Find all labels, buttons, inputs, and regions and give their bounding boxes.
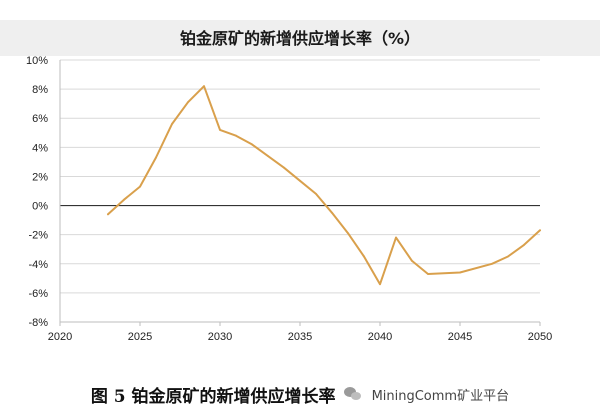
- wechat-icon: [343, 387, 362, 401]
- series-line: [107, 85, 541, 286]
- caption-text: 图 5 铂金原矿的新增供应增长率: [90, 386, 336, 407]
- data-point: [379, 283, 381, 286]
- x-tick-label: 2020: [48, 331, 72, 343]
- y-tick-label: 6%: [32, 113, 48, 125]
- y-tick-label: -4%: [28, 259, 48, 271]
- series-layer: [107, 85, 541, 286]
- data-point: [299, 179, 301, 182]
- data-point: [107, 213, 109, 216]
- data-point: [219, 128, 221, 131]
- data-point: [523, 243, 525, 246]
- axes: 10% 8% 6% 4% 2% 0% -2% -4% -6% -8%2020 2025 2030 203…: [26, 55, 552, 343]
- y-tick-label: 8%: [32, 84, 48, 96]
- data-point: [363, 255, 365, 258]
- data-point: [459, 271, 461, 274]
- data-point: [123, 198, 125, 201]
- grid-lines: [60, 59, 540, 323]
- y-tick-label: 0%: [32, 201, 48, 213]
- chart: 铂金原矿的新增供应增长率（%） 10% 8% 6% 4% 2% 0% -2% -4% -6% -8…: [0, 20, 600, 343]
- data-point: [283, 166, 285, 169]
- data-point: [395, 236, 397, 239]
- x-tick-label: 2050: [528, 331, 552, 343]
- x-tick-label: 2025: [128, 331, 152, 343]
- y-tick-label: -2%: [28, 230, 48, 242]
- x-tick-label: 2030: [208, 331, 232, 343]
- data-point: [267, 155, 269, 157]
- x-tick-label: 2045: [448, 331, 472, 343]
- data-point: [411, 259, 413, 262]
- y-tick-label: 4%: [32, 142, 48, 154]
- chart-title: 铂金原矿的新增供应增长率（%）: [180, 29, 420, 48]
- y-tick-label: 2%: [32, 171, 48, 183]
- data-point: [347, 232, 349, 235]
- data-point: [203, 85, 205, 88]
- y-tick-label: 10%: [26, 55, 48, 67]
- y-tick-label: -6%: [28, 288, 48, 300]
- data-point: [507, 255, 509, 258]
- data-point: [251, 143, 253, 146]
- data-point: [315, 193, 317, 195]
- data-point: [427, 273, 429, 275]
- data-point: [331, 211, 333, 214]
- data-point: [539, 229, 541, 232]
- data-point: [171, 123, 173, 125]
- data-point: [155, 156, 157, 159]
- x-tick-label: 2040: [368, 331, 392, 343]
- y-tick-label: -8%: [28, 317, 48, 329]
- figure-caption: 图 5 铂金原矿的新增供应增长率 MiningComm矿业平台: [0, 372, 600, 416]
- data-point: [187, 101, 189, 104]
- chart-title-background: [0, 20, 600, 56]
- data-point: [491, 262, 493, 265]
- x-tick-label: 2035: [288, 331, 312, 343]
- caption-source: MiningComm矿业平台: [371, 388, 510, 404]
- data-point: [235, 134, 237, 137]
- data-point: [139, 185, 141, 188]
